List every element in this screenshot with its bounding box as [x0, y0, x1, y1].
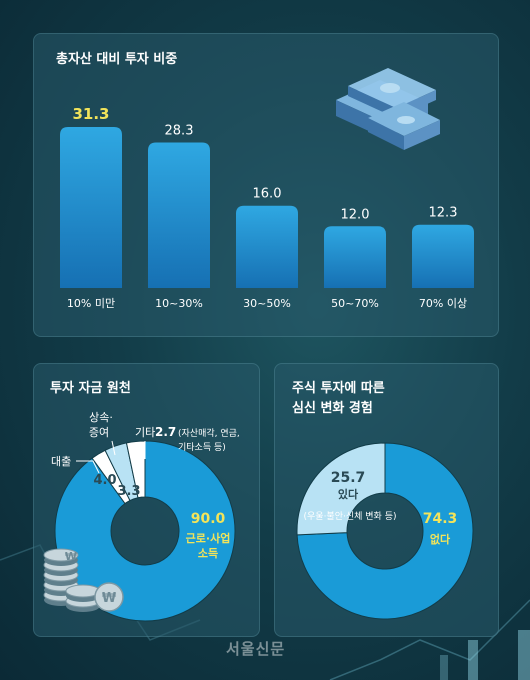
svg-text:₩: ₩ [102, 591, 117, 606]
emotion-donut-chart: 74.3 없다 25.7있다 (우울·불안·신체 변화 등) [296, 442, 474, 620]
allocation-title: 총자산 대비 투자 비중 [56, 52, 178, 67]
source-inherit-value: 4.0 [93, 473, 116, 488]
svg-text:₩: ₩ [65, 550, 77, 563]
emotion-yes-value: 25.7 [331, 470, 366, 486]
money-stack-icon [336, 68, 440, 150]
bar-0 [60, 127, 122, 289]
bar-3 [324, 226, 386, 288]
emotion-no-value: 74.3 [423, 511, 458, 527]
source-other-label: 기타 [135, 426, 155, 439]
emotion-yes-note: (우울·불안·신체 변화 등) [304, 511, 397, 522]
emotion-no-label: 없다 [430, 532, 451, 546]
emotion-yes-label: 있다 [338, 487, 359, 501]
bar-value-label-4: 12.3 [429, 206, 458, 221]
bar-category-label-0: 10% 미만 [67, 297, 115, 310]
source-title: 투자 자금 원천 [50, 381, 131, 396]
slice-loan [125, 440, 146, 499]
bar-1 [148, 142, 210, 288]
bar-value-label-2: 16.0 [253, 187, 282, 202]
source-loan-value: 3.3 [117, 484, 140, 499]
source-other-value: 2.7 [155, 425, 176, 439]
bar-category-label-1: 10~30% [155, 297, 203, 310]
slice-no-change [296, 442, 474, 620]
bar-category-label-4: 70% 이상 [419, 297, 467, 310]
bar-value-label-1: 28.3 [165, 123, 194, 138]
source-labor-label-2: 소득 [198, 547, 218, 560]
bar-4 [412, 224, 474, 288]
coin-stack-icon: ₩₩ [43, 548, 124, 612]
watermark: 서울신문 [226, 640, 286, 658]
bar-value-label-3: 12.0 [341, 207, 370, 222]
allocation-bar-chart: 31.3 10% 미만 28.3 10~30% 16.0 30~50% 12.0 50~70%… [60, 105, 474, 310]
slice-change [296, 442, 386, 536]
bar-2 [236, 205, 298, 288]
source-loan-label: 대출 [51, 455, 71, 468]
source-other-note-2: 기타소득 등) [178, 442, 226, 453]
bar-category-label-3: 50~70% [331, 297, 379, 310]
source-inherit-label-2: 증여 [89, 426, 109, 439]
emotion-title-line2: 심신 변화 경험 [292, 401, 373, 416]
source-inherit-leader [111, 440, 116, 456]
bar-category-label-2: 30~50% [243, 297, 291, 310]
source-labor-label: 근로·사업 [186, 531, 231, 545]
source-other-note-1: (자산매각, 연금, [178, 427, 240, 439]
emotion-title-line1: 주식 투자에 따른 [292, 381, 385, 396]
bar-value-label-0: 31.3 [72, 105, 109, 123]
source-labor-value: 90.0 [191, 511, 226, 527]
source-inherit-label-1: 상속· [89, 411, 113, 424]
slice-labor [54, 440, 236, 622]
source-loan-leader [76, 460, 100, 474]
